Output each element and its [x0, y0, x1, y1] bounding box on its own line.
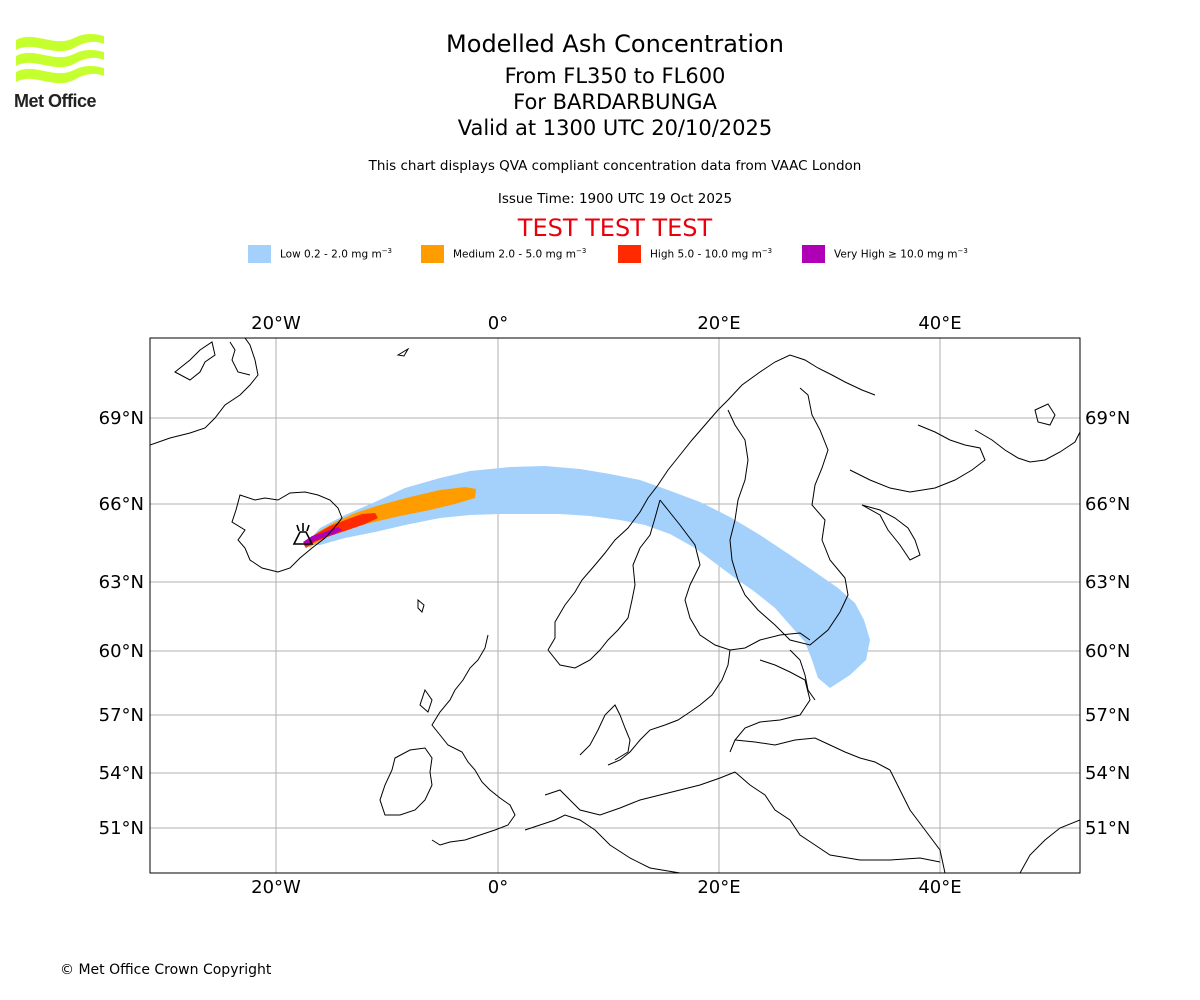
lat-label-right-63n: 63°N — [1085, 572, 1130, 593]
lat-label-left-66n: 66°N — [99, 494, 144, 515]
volcano-icon — [292, 523, 314, 545]
lon-label-bottom-20e: 20°E — [697, 877, 740, 898]
legend-item-medium: Medium 2.0 - 5.0 mg m−3 — [421, 244, 586, 264]
legend-item-low: Low 0.2 - 2.0 mg m−3 — [248, 244, 392, 264]
legend-exponent: −3 — [381, 247, 393, 256]
legend-label-high: High 5.0 - 10.0 mg m — [650, 248, 762, 261]
lat-label-right-66n: 66°N — [1085, 494, 1130, 515]
chart-title: Modelled Ash Concentration — [446, 30, 784, 58]
lon-label-top-0: 0° — [488, 313, 508, 334]
legend-label-low: Low 0.2 - 2.0 mg m — [280, 248, 382, 261]
ash-medium-region — [305, 487, 476, 547]
qva-note: This chart displays QVA compliant concen… — [368, 158, 862, 174]
lon-label-top-40e: 40°E — [918, 313, 961, 334]
lat-label-left-51n: 51°N — [99, 818, 144, 839]
logo-text: Met Office — [14, 91, 97, 111]
lat-label-left-69n: 69°N — [99, 408, 144, 429]
lon-label-bottom-40e: 40°E — [918, 877, 961, 898]
lat-label-left-57n: 57°N — [99, 705, 144, 726]
copyright-notice: © Met Office Crown Copyright — [60, 962, 272, 978]
legend-swatch-high — [618, 245, 641, 263]
legend-exponent: −3 — [957, 247, 968, 256]
ash-low-region — [305, 466, 870, 688]
lon-label-top-20w: 20°W — [251, 313, 301, 334]
legend-label-very-high: Very High ≥ 10.0 mg m — [834, 248, 958, 261]
legend-swatch-medium — [421, 245, 444, 263]
coastlines — [150, 338, 1080, 873]
lon-label-top-20e: 20°E — [697, 313, 740, 334]
volcano-name: For BARDARBUNGA — [513, 90, 717, 114]
test-banner: TEST TEST TEST — [517, 214, 713, 242]
lat-label-right-60n: 60°N — [1085, 641, 1130, 662]
lat-label-right-57n: 57°N — [1085, 705, 1130, 726]
valid-time: Valid at 1300 UTC 20/10/2025 — [457, 116, 773, 140]
ash-very-high-region — [303, 527, 342, 546]
legend-item-high: High 5.0 - 10.0 mg m−3 — [618, 244, 772, 264]
lat-label-left-54n: 54°N — [99, 763, 144, 784]
map-frame — [149, 337, 1081, 874]
gridlines — [150, 338, 1080, 873]
legend-exponent: −3 — [761, 247, 773, 256]
issue-time: Issue Time: 1900 UTC 19 Oct 2025 — [497, 191, 733, 207]
lat-label-right-51n: 51°N — [1085, 818, 1130, 839]
legend-item-very-high: Very High ≥ 10.0 mg m−3 — [802, 244, 968, 264]
legend-swatch-low — [248, 245, 271, 263]
lon-label-bottom-0: 0° — [488, 877, 508, 898]
ash-map: 20°W 0° 20°E 40°E 20°W 0° 20°E 40°E 69°N… — [99, 313, 1131, 898]
flight-levels: From FL350 to FL600 — [504, 64, 726, 88]
lat-label-right-69n: 69°N — [1085, 408, 1130, 429]
lat-label-right-54n: 54°N — [1085, 763, 1130, 784]
legend-swatch-very-high — [802, 245, 825, 263]
met-office-logo-icon — [16, 34, 104, 84]
lat-label-left-60n: 60°N — [99, 641, 144, 662]
legend-label-medium: Medium 2.0 - 5.0 mg m — [453, 248, 576, 261]
lat-label-left-63n: 63°N — [99, 572, 144, 593]
lon-label-bottom-20w: 20°W — [251, 877, 301, 898]
legend-exponent: −3 — [575, 247, 587, 256]
